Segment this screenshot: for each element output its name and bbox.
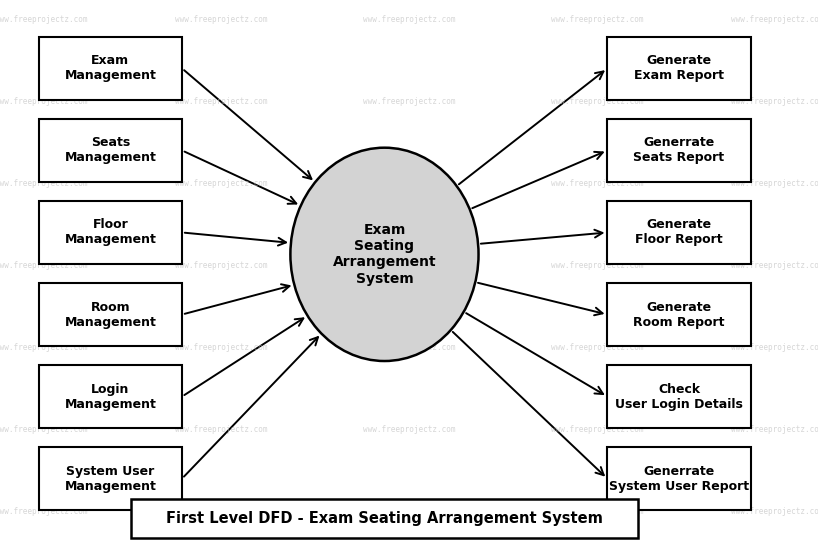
Text: www.freeprojectz.com: www.freeprojectz.com [362, 97, 456, 106]
Text: www.freeprojectz.com: www.freeprojectz.com [551, 343, 644, 352]
FancyBboxPatch shape [607, 283, 751, 346]
FancyBboxPatch shape [39, 283, 182, 346]
Text: First Level DFD - Exam Seating Arrangement System: First Level DFD - Exam Seating Arrangeme… [166, 511, 603, 526]
Text: www.freeprojectz.com: www.freeprojectz.com [362, 343, 456, 352]
Text: Floor
Management: Floor Management [65, 218, 156, 247]
Text: www.freeprojectz.com: www.freeprojectz.com [0, 261, 88, 270]
FancyBboxPatch shape [607, 119, 751, 182]
Text: Exam
Management: Exam Management [65, 54, 156, 83]
FancyBboxPatch shape [607, 365, 751, 428]
Text: www.freeprojectz.com: www.freeprojectz.com [551, 261, 644, 270]
Text: System User
Management: System User Management [65, 464, 156, 493]
FancyBboxPatch shape [607, 37, 751, 100]
Text: www.freeprojectz.com: www.freeprojectz.com [0, 343, 88, 352]
Ellipse shape [290, 148, 479, 361]
Text: Generrate
System User Report: Generrate System User Report [609, 464, 749, 493]
Text: www.freeprojectz.com: www.freeprojectz.com [174, 97, 267, 106]
FancyBboxPatch shape [39, 37, 182, 100]
Text: www.freeprojectz.com: www.freeprojectz.com [174, 425, 267, 434]
Text: www.freeprojectz.com: www.freeprojectz.com [551, 507, 644, 516]
Text: www.freeprojectz.com: www.freeprojectz.com [174, 343, 267, 352]
FancyBboxPatch shape [39, 447, 182, 510]
Text: Exam
Seating
Arrangement
System: Exam Seating Arrangement System [333, 223, 436, 286]
Text: www.freeprojectz.com: www.freeprojectz.com [0, 97, 88, 106]
Text: www.freeprojectz.com: www.freeprojectz.com [551, 15, 644, 24]
FancyBboxPatch shape [39, 365, 182, 428]
FancyBboxPatch shape [39, 201, 182, 264]
Text: www.freeprojectz.com: www.freeprojectz.com [551, 179, 644, 188]
Text: Check
User Login Details: Check User Login Details [615, 382, 743, 411]
Text: www.freeprojectz.com: www.freeprojectz.com [0, 179, 88, 188]
Text: Generate
Floor Report: Generate Floor Report [635, 218, 723, 247]
Text: www.freeprojectz.com: www.freeprojectz.com [362, 179, 456, 188]
Text: www.freeprojectz.com: www.freeprojectz.com [0, 15, 88, 24]
Text: Generate
Exam Report: Generate Exam Report [634, 54, 724, 83]
Text: Room
Management: Room Management [65, 300, 156, 329]
FancyBboxPatch shape [131, 499, 638, 538]
Text: www.freeprojectz.com: www.freeprojectz.com [362, 425, 456, 434]
Text: www.freeprojectz.com: www.freeprojectz.com [730, 261, 818, 270]
Text: www.freeprojectz.com: www.freeprojectz.com [0, 425, 88, 434]
Text: www.freeprojectz.com: www.freeprojectz.com [730, 507, 818, 516]
FancyBboxPatch shape [607, 447, 751, 510]
Text: www.freeprojectz.com: www.freeprojectz.com [551, 425, 644, 434]
Text: www.freeprojectz.com: www.freeprojectz.com [174, 507, 267, 516]
Text: www.freeprojectz.com: www.freeprojectz.com [730, 179, 818, 188]
FancyBboxPatch shape [607, 201, 751, 264]
Text: www.freeprojectz.com: www.freeprojectz.com [362, 261, 456, 270]
Text: www.freeprojectz.com: www.freeprojectz.com [174, 261, 267, 270]
Text: Login
Management: Login Management [65, 382, 156, 411]
FancyBboxPatch shape [39, 119, 182, 182]
Text: www.freeprojectz.com: www.freeprojectz.com [362, 15, 456, 24]
Text: www.freeprojectz.com: www.freeprojectz.com [551, 97, 644, 106]
Text: Generrate
Seats Report: Generrate Seats Report [633, 136, 725, 165]
Text: www.freeprojectz.com: www.freeprojectz.com [730, 97, 818, 106]
Text: Generate
Room Report: Generate Room Report [633, 300, 725, 329]
Text: www.freeprojectz.com: www.freeprojectz.com [0, 507, 88, 516]
Text: www.freeprojectz.com: www.freeprojectz.com [174, 15, 267, 24]
Text: www.freeprojectz.com: www.freeprojectz.com [730, 343, 818, 352]
Text: www.freeprojectz.com: www.freeprojectz.com [730, 15, 818, 24]
Text: www.freeprojectz.com: www.freeprojectz.com [730, 425, 818, 434]
Text: Seats
Management: Seats Management [65, 136, 156, 165]
Text: www.freeprojectz.com: www.freeprojectz.com [362, 507, 456, 516]
Text: www.freeprojectz.com: www.freeprojectz.com [174, 179, 267, 188]
